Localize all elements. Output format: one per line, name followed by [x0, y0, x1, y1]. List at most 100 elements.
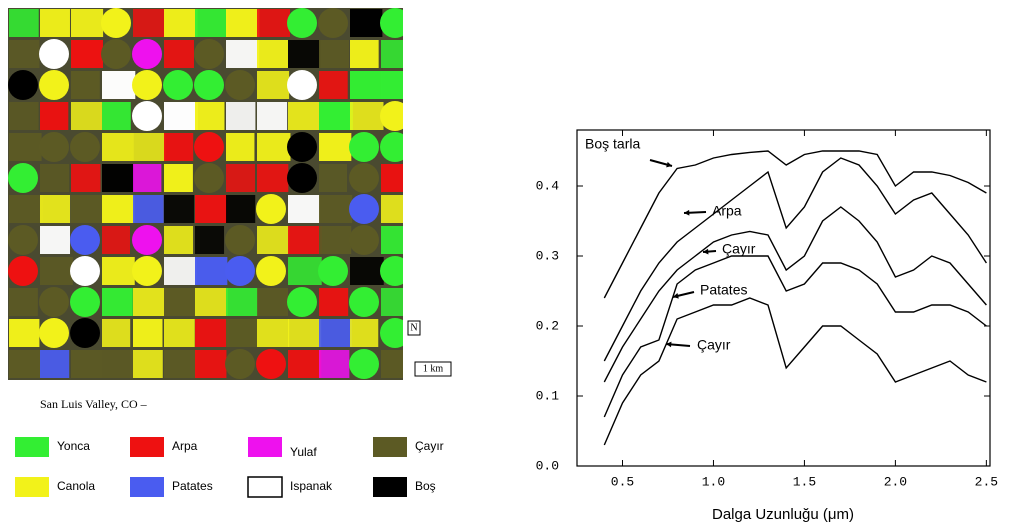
field	[195, 195, 227, 223]
field	[350, 257, 384, 285]
field	[102, 288, 133, 316]
x-tick-label: 1.5	[793, 474, 816, 489]
field-pivot	[287, 287, 317, 317]
field	[102, 102, 131, 130]
field	[164, 288, 197, 316]
field	[71, 71, 100, 99]
plot-frame	[577, 130, 990, 466]
curve-label: Çayır	[697, 337, 731, 353]
field-pivot	[8, 225, 38, 255]
field	[195, 102, 224, 130]
field	[226, 102, 255, 130]
field	[9, 102, 39, 130]
field	[319, 288, 348, 316]
field	[164, 226, 193, 254]
legend-swatch	[373, 437, 407, 457]
field	[102, 226, 130, 254]
field	[40, 164, 69, 192]
field-pivot	[380, 256, 410, 286]
spectrum-line	[604, 151, 986, 298]
x-tick-label: 2.5	[975, 474, 998, 489]
field	[381, 71, 410, 99]
field-pivot	[256, 256, 286, 286]
field-pivot	[163, 70, 193, 100]
field	[195, 288, 228, 316]
y-tick-label: 0.4	[536, 178, 560, 193]
legend-swatch	[130, 477, 164, 497]
field-pivot	[132, 256, 162, 286]
field	[102, 71, 135, 99]
field-pivot	[318, 256, 348, 286]
x-axis-title: Dalga Uzunluğu (μm)	[712, 506, 854, 523]
field-pivot	[39, 39, 69, 69]
field-pivot	[8, 256, 38, 286]
field	[71, 350, 102, 378]
field-pivot	[225, 225, 255, 255]
field	[350, 102, 384, 130]
field-pivot	[70, 132, 100, 162]
field	[319, 350, 349, 378]
y-tick-label: 0.3	[536, 248, 559, 263]
field	[71, 40, 103, 68]
field-pivot	[225, 70, 255, 100]
field	[226, 288, 258, 316]
field	[9, 195, 43, 223]
field-pivot	[349, 287, 379, 317]
field	[40, 257, 73, 285]
field-pivot	[39, 132, 69, 162]
field	[381, 164, 414, 192]
field	[257, 102, 287, 130]
field	[40, 195, 70, 223]
curve-label: Çayır	[722, 241, 756, 257]
field	[257, 133, 290, 161]
field	[133, 133, 166, 161]
field-pivot	[132, 101, 162, 131]
x-tick-label: 2.0	[884, 474, 907, 489]
curve-label: Arpa	[712, 203, 742, 219]
field	[226, 9, 259, 37]
y-tick-label: 0.2	[536, 318, 559, 333]
field	[102, 350, 133, 378]
field	[195, 257, 227, 285]
field	[71, 164, 100, 192]
field-pivot	[39, 70, 69, 100]
curve-arrowhead	[684, 210, 689, 216]
field	[164, 102, 198, 130]
field-pivot	[287, 8, 317, 38]
field	[133, 9, 165, 37]
legend-label: Canola	[57, 479, 95, 493]
field-pivot	[225, 256, 255, 286]
field	[319, 102, 353, 130]
field	[102, 133, 133, 161]
field	[9, 40, 40, 68]
field	[319, 71, 348, 99]
field-pivot	[132, 70, 162, 100]
field-pivot	[380, 318, 410, 348]
field	[71, 102, 102, 130]
field-pivot	[8, 70, 38, 100]
field	[9, 133, 42, 161]
field	[288, 40, 320, 68]
field	[257, 319, 289, 347]
legend-label: Ispanak	[290, 479, 333, 493]
field-pivot	[194, 163, 224, 193]
field	[164, 133, 193, 161]
field-pivot	[256, 349, 286, 379]
field	[133, 195, 164, 223]
field-pivot	[287, 132, 317, 162]
x-tick-label: 0.5	[611, 474, 634, 489]
field-pivot	[349, 349, 379, 379]
field	[9, 350, 41, 378]
field-pivot	[380, 8, 410, 38]
field	[133, 288, 165, 316]
field	[164, 40, 194, 68]
legend-swatch	[130, 437, 164, 457]
field-pivot	[349, 132, 379, 162]
field-pivot	[101, 8, 131, 38]
legend-swatch	[248, 477, 282, 497]
field	[288, 102, 320, 130]
field	[9, 9, 39, 37]
legend-swatch	[15, 477, 49, 497]
field	[102, 195, 134, 223]
field	[40, 9, 70, 37]
